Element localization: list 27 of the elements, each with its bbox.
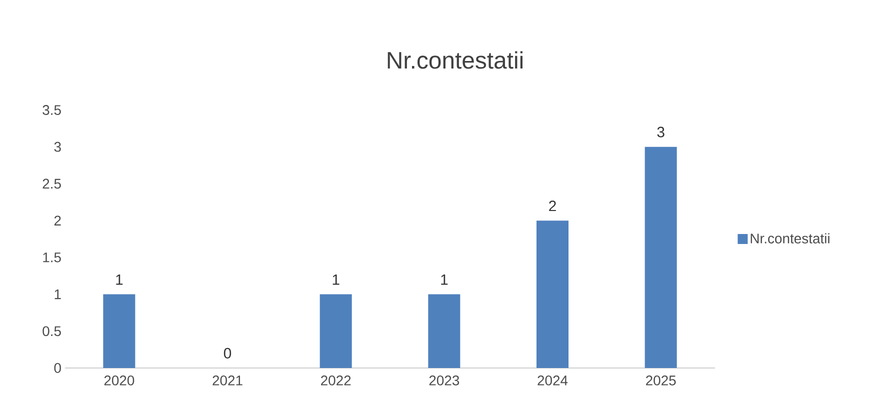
bar (320, 294, 352, 368)
data-label: 2 (549, 200, 556, 212)
x-tick-label: 2023 (429, 376, 460, 386)
y-tick-label: 2.5 (42, 178, 61, 189)
y-tick-label: 1 (54, 289, 61, 300)
data-label: 0 (224, 348, 232, 358)
chart-title: Nr.contestatii (388, 51, 522, 69)
bar (103, 294, 136, 368)
y-tick-label: 1.5 (43, 252, 61, 262)
y-tick-label: 0 (54, 363, 61, 373)
y-tick-label: 3 (54, 142, 61, 152)
data-label: 1 (116, 274, 123, 285)
y-tick-label: 2 (54, 216, 61, 226)
bar (428, 294, 460, 368)
x-tick-label: 2022 (321, 376, 351, 386)
data-label: 1 (441, 274, 448, 285)
data-label: 1 (332, 274, 340, 285)
x-tick-label: 2020 (104, 376, 134, 386)
bar (536, 220, 569, 368)
x-tick-label: 2025 (646, 376, 676, 386)
bar (644, 146, 677, 368)
y-tick-label: 0.5 (42, 326, 61, 336)
x-tick-label: 2021 (212, 376, 242, 386)
x-tick-label: 2024 (538, 376, 568, 386)
y-tick-label: 3.5 (42, 105, 61, 115)
data-label: 3 (657, 126, 664, 138)
legend-label: Nr.contestatii (750, 233, 830, 244)
